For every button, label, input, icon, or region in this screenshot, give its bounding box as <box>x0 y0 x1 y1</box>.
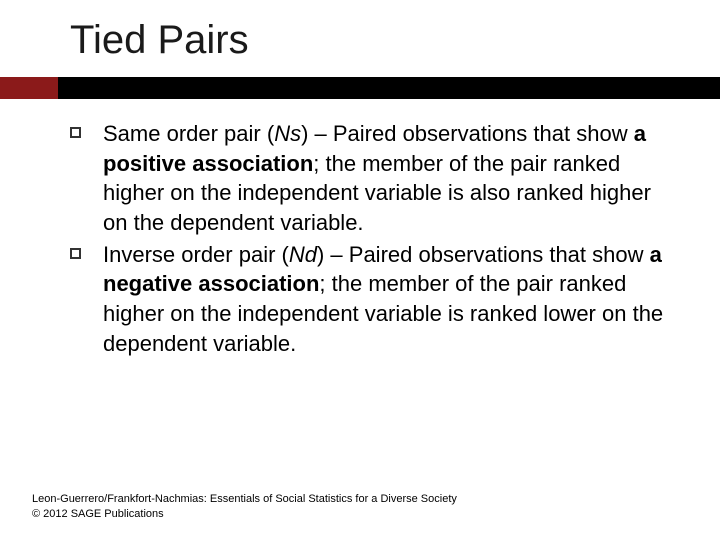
list-item: Same order pair (Ns) – Paired observatio… <box>70 119 678 238</box>
footer: Leon-Guerrero/Frankfort-Nachmias: Essent… <box>32 492 457 522</box>
footer-line-2: © 2012 SAGE Publications <box>32 507 457 522</box>
text-run: Inverse order pair ( <box>103 242 289 267</box>
divider-bar-red <box>0 77 58 99</box>
text-run: ) – Paired observations that show <box>301 121 634 146</box>
bullet-text: Inverse order pair (Nd) – Paired observa… <box>103 240 678 359</box>
text-run-italic: Nd <box>289 242 317 267</box>
divider-bar-black <box>58 77 720 99</box>
bullet-text: Same order pair (Ns) – Paired observatio… <box>103 119 678 238</box>
content-region: Same order pair (Ns) – Paired observatio… <box>0 99 720 359</box>
list-item: Inverse order pair (Nd) – Paired observa… <box>70 240 678 359</box>
text-run-italic: Ns <box>274 121 301 146</box>
square-bullet-icon <box>70 248 81 259</box>
square-bullet-icon <box>70 127 81 138</box>
text-run: ) – Paired observations that show <box>317 242 650 267</box>
divider-bar <box>0 77 720 99</box>
slide-title: Tied Pairs <box>70 18 720 63</box>
footer-line-1: Leon-Guerrero/Frankfort-Nachmias: Essent… <box>32 492 457 507</box>
title-region: Tied Pairs <box>0 0 720 77</box>
text-run: Same order pair ( <box>103 121 274 146</box>
